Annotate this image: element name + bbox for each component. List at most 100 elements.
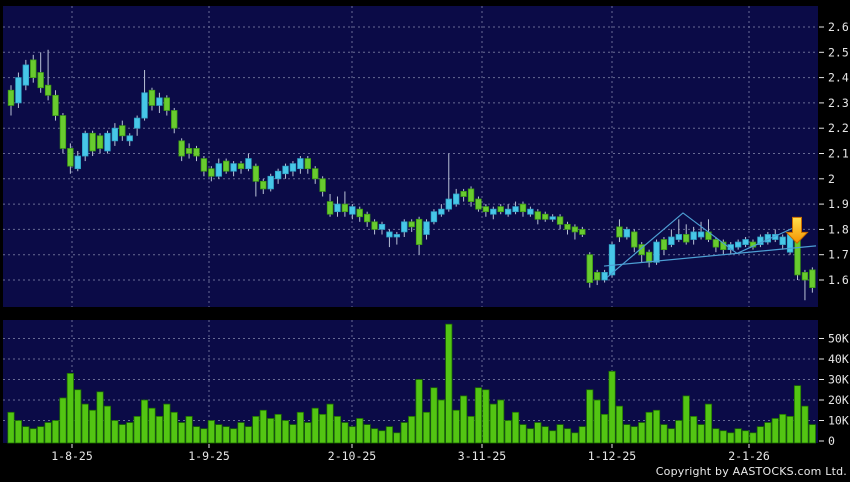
candle-down bbox=[37, 52, 44, 93]
volume-bar bbox=[415, 379, 423, 444]
price-axis-label: 2.4 bbox=[828, 71, 849, 85]
volume-bar bbox=[601, 413, 609, 444]
candle-up bbox=[230, 161, 237, 177]
price-axis-label: 2.5 bbox=[828, 45, 849, 59]
volume-bar bbox=[408, 416, 416, 444]
candle-down bbox=[119, 120, 126, 141]
candle-body bbox=[223, 160, 230, 172]
candle-up bbox=[438, 204, 445, 217]
candle-down bbox=[519, 201, 527, 217]
volume-bar bbox=[163, 403, 171, 444]
candle-body bbox=[163, 97, 170, 111]
candle-down bbox=[809, 267, 816, 293]
candle-body bbox=[230, 163, 237, 172]
candle-body bbox=[349, 206, 356, 215]
candle-up bbox=[104, 130, 111, 154]
volume-bar bbox=[74, 389, 82, 444]
candle-body bbox=[326, 201, 334, 215]
candle-body bbox=[82, 132, 89, 157]
candle-body bbox=[334, 203, 341, 213]
volume-bar bbox=[385, 426, 393, 444]
candle-up bbox=[282, 163, 289, 179]
volume-bar bbox=[304, 422, 312, 444]
candle-up bbox=[15, 72, 22, 108]
candle-up bbox=[453, 188, 460, 207]
candle-body bbox=[59, 115, 67, 149]
volume-bar bbox=[660, 424, 668, 444]
axes: 2.6 2.5 2.4 2.3 2.2 2.1 2 1.9 1.8 1.7 1.6 50K 40K 30K… bbox=[51, 20, 849, 463]
price-axis-label: 2.2 bbox=[828, 121, 849, 135]
volume-bar bbox=[170, 411, 178, 444]
candle-down bbox=[482, 204, 490, 217]
candle-body bbox=[119, 125, 126, 137]
candle-down bbox=[415, 216, 423, 255]
price-axis-label: 2.3 bbox=[828, 96, 849, 110]
volume-bar bbox=[452, 409, 460, 444]
candle-body bbox=[579, 229, 586, 235]
volume-bar bbox=[430, 387, 438, 444]
candle-up bbox=[378, 221, 386, 235]
candle-down bbox=[660, 236, 668, 255]
volume-bar bbox=[333, 416, 342, 444]
price-axis-label: 2.6 bbox=[828, 20, 849, 34]
candle-up bbox=[504, 204, 512, 217]
candle-up bbox=[549, 214, 556, 222]
candle-body bbox=[363, 213, 371, 223]
candle-body bbox=[556, 216, 564, 225]
volume-bar bbox=[801, 405, 809, 444]
candle-body bbox=[601, 272, 608, 281]
candle-body bbox=[282, 165, 289, 175]
volume-bar bbox=[140, 399, 149, 444]
candle-up bbox=[779, 234, 786, 250]
candle-body bbox=[423, 221, 430, 235]
candle-down bbox=[571, 224, 579, 240]
candle-up bbox=[527, 206, 534, 217]
volume-bar bbox=[727, 432, 735, 444]
candle-body bbox=[712, 239, 720, 248]
candle-down bbox=[223, 158, 230, 174]
candle-body bbox=[660, 239, 668, 251]
candle-body bbox=[594, 272, 601, 281]
candle-body bbox=[141, 92, 148, 119]
candle-body bbox=[267, 175, 274, 190]
support-line bbox=[603, 245, 817, 267]
candle-body bbox=[631, 231, 638, 248]
candle-body bbox=[289, 163, 297, 172]
candle-up bbox=[675, 219, 682, 243]
candle-body bbox=[415, 218, 423, 245]
candle-up bbox=[445, 153, 452, 212]
volume-bar bbox=[393, 432, 401, 444]
candle-body bbox=[245, 158, 252, 170]
candle-body bbox=[304, 158, 311, 170]
volume-bar bbox=[378, 430, 386, 444]
candle-body bbox=[757, 236, 764, 245]
candle-up bbox=[430, 209, 438, 225]
candle-body bbox=[37, 72, 44, 89]
volume-bar bbox=[497, 399, 505, 444]
volume-bar bbox=[356, 418, 364, 444]
volume-bar bbox=[296, 411, 304, 444]
volume-bar bbox=[89, 409, 97, 444]
volume-bar bbox=[623, 424, 631, 444]
candle-body bbox=[44, 84, 52, 96]
volume-bar bbox=[563, 428, 572, 444]
candle-body bbox=[534, 211, 541, 220]
candle-body bbox=[30, 59, 37, 78]
volume-bar bbox=[697, 424, 705, 444]
volume-bar bbox=[185, 416, 193, 444]
volume-bar bbox=[281, 420, 290, 444]
candle-down bbox=[616, 219, 623, 243]
volume-bar bbox=[237, 422, 245, 444]
volume-bar bbox=[267, 418, 275, 444]
volume-bar bbox=[66, 372, 74, 444]
volume-bar bbox=[244, 426, 253, 444]
candle-body bbox=[586, 254, 593, 283]
volume-bar bbox=[311, 407, 319, 444]
candle-body bbox=[22, 64, 30, 86]
volume-axis-label: 20K bbox=[828, 393, 849, 407]
volume-bar bbox=[756, 426, 764, 444]
volume-bar bbox=[341, 422, 349, 444]
candle-up bbox=[297, 156, 304, 174]
volume-bar bbox=[200, 428, 208, 444]
